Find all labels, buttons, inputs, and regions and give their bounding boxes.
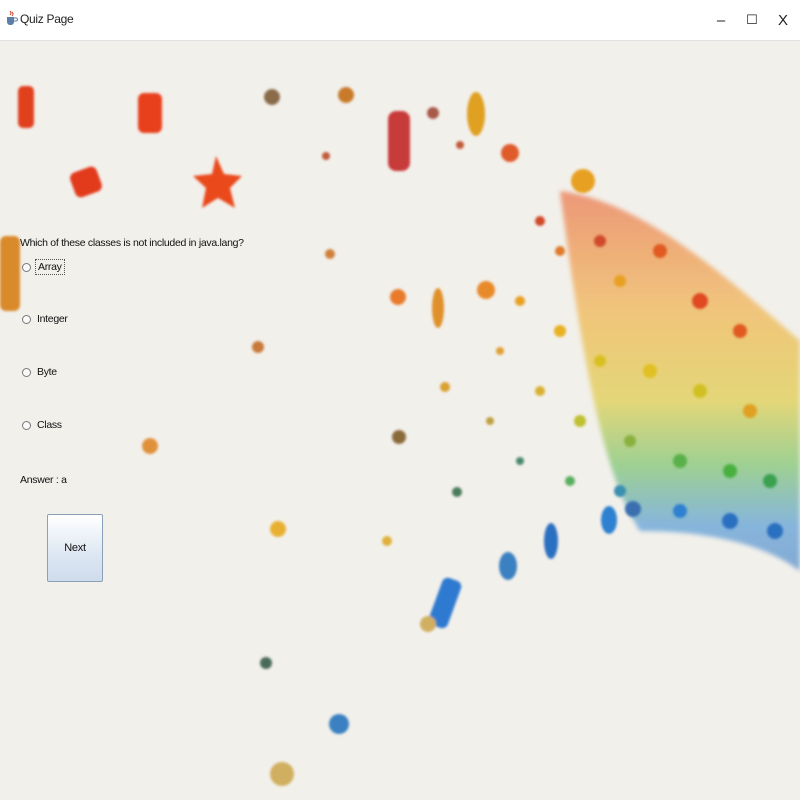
close-icon: X xyxy=(777,11,788,29)
radio-button[interactable] xyxy=(22,314,31,324)
next-button[interactable]: Next xyxy=(47,514,103,582)
option-label: Class xyxy=(37,419,62,431)
option-label: Integer xyxy=(37,313,68,325)
maximize-icon: ☐ xyxy=(746,12,758,27)
close-button[interactable]: X xyxy=(768,6,798,34)
option-array[interactable]: Array xyxy=(22,259,65,275)
title-bar: Quiz Page – ☐ X xyxy=(0,0,800,41)
question-text: Which of these classes is not included i… xyxy=(20,237,244,249)
radio-button[interactable] xyxy=(22,367,31,377)
quiz-panel: Which of these classes is not included i… xyxy=(0,41,800,800)
option-class[interactable]: Class xyxy=(22,418,64,432)
background-image xyxy=(0,41,800,800)
option-label: Byte xyxy=(37,366,57,378)
radio-button[interactable] xyxy=(22,262,31,272)
java-cup-icon xyxy=(7,10,18,25)
option-label: Array xyxy=(35,259,65,275)
window-title: Quiz Page xyxy=(20,12,74,26)
option-byte[interactable]: Byte xyxy=(22,365,59,379)
answer-text: Answer : a xyxy=(20,474,67,486)
minimize-icon: – xyxy=(716,11,726,29)
radio-button[interactable] xyxy=(22,420,31,430)
minimize-button[interactable]: – xyxy=(706,6,736,34)
maximize-button[interactable]: ☐ xyxy=(737,6,767,34)
option-integer[interactable]: Integer xyxy=(22,312,70,326)
